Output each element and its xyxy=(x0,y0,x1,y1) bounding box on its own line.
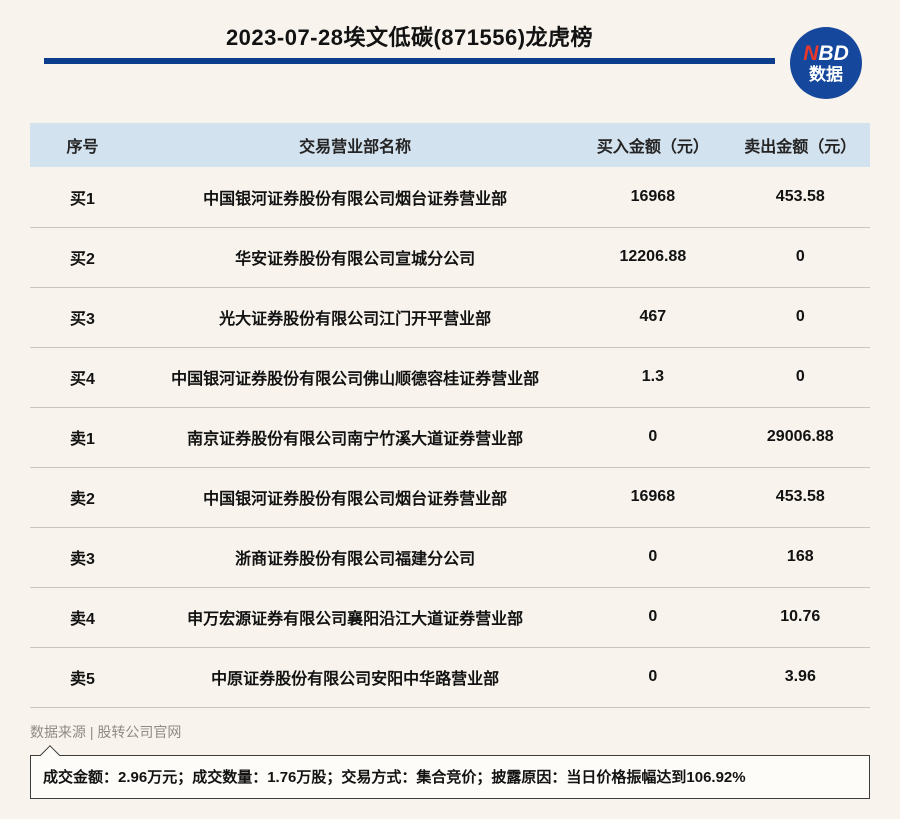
table-row: 买3 光大证券股份有限公司江门开平营业部 467 0 xyxy=(30,287,870,348)
table-row: 卖2 中国银河证券股份有限公司烟台证券营业部 16968 453.58 xyxy=(30,467,870,528)
table-row: 买2 华安证券股份有限公司宣城分公司 12206.88 0 xyxy=(30,227,870,288)
seq-cell: 买4 xyxy=(30,347,135,408)
data-source-label: 数据来源 | 股转公司官网 xyxy=(30,723,182,740)
buy-amount-cell: 12206.88 xyxy=(575,227,731,288)
sell-amount-cell: 0 xyxy=(730,347,870,408)
seq-cell: 卖3 xyxy=(30,527,135,588)
broker-name-cell: 中国银河证券股份有限公司烟台证券营业部 xyxy=(135,467,576,528)
logo-text-data: 数据 xyxy=(809,65,843,84)
buy-amount-cell: 1.3 xyxy=(575,347,731,408)
logo-letter-n: N xyxy=(803,42,819,65)
table-row: 买4 中国银河证券股份有限公司佛山顺德容桂证券营业部 1.3 0 xyxy=(30,347,870,408)
seq-cell: 买3 xyxy=(30,287,135,348)
buy-amount-cell: 16968 xyxy=(575,167,731,228)
broker-name-cell: 华安证券股份有限公司宣城分公司 xyxy=(135,227,576,288)
broker-name-cell: 申万宏源证券有限公司襄阳沿江大道证券营业部 xyxy=(135,587,576,648)
note-pointer xyxy=(40,744,60,765)
sell-amount-cell: 0 xyxy=(730,227,870,288)
logo-text-nbd: NBD xyxy=(803,42,849,65)
table-row: 买1 中国银河证券股份有限公司烟台证券营业部 16968 453.58 xyxy=(30,167,870,228)
seq-cell: 卖1 xyxy=(30,407,135,468)
broker-name-cell: 中国银河证券股份有限公司佛山顺德容桂证券营业部 xyxy=(135,347,576,408)
page-title: 2023-07-28埃文低碳(871556)龙虎榜 xyxy=(225,25,594,50)
seq-cell: 卖5 xyxy=(30,647,135,708)
buy-amount-cell: 0 xyxy=(575,407,731,468)
broker-name-cell: 光大证券股份有限公司江门开平营业部 xyxy=(135,287,576,348)
buy-amount-cell: 0 xyxy=(575,647,731,708)
trade-table: 序号 交易营业部名称 买入金额（元） 卖出金额（元） 买1 中国银河证券股份有限… xyxy=(30,123,870,708)
broker-name-cell: 浙商证券股份有限公司福建分公司 xyxy=(135,527,576,588)
header: 2023-07-28埃文低碳(871556)龙虎榜 xyxy=(0,0,900,64)
logo-letters-bd: BD xyxy=(818,42,849,65)
broker-name-cell: 中国银河证券股份有限公司烟台证券营业部 xyxy=(135,167,576,228)
column-header-seq: 序号 xyxy=(30,123,135,167)
table-row: 卖5 中原证券股份有限公司安阳中华路营业部 0 3.96 xyxy=(30,647,870,708)
column-header-sell: 卖出金额（元） xyxy=(730,123,870,167)
sell-amount-cell: 168 xyxy=(730,527,870,588)
sell-amount-cell: 453.58 xyxy=(730,467,870,528)
seq-cell: 卖2 xyxy=(30,467,135,528)
broker-name-cell: 南京证券股份有限公司南宁竹溪大道证券营业部 xyxy=(135,407,576,468)
nbd-logo: NBD 数据 xyxy=(790,27,862,99)
column-header-broker: 交易营业部名称 xyxy=(135,123,576,167)
table-row: 卖3 浙商证券股份有限公司福建分公司 0 168 xyxy=(30,527,870,588)
disclosure-note-text: 成交金额：2.96万元；成交数量：1.76万股；交易方式：集合竞价；披露原因：当… xyxy=(43,769,746,786)
seq-cell: 买1 xyxy=(30,167,135,228)
buy-amount-cell: 16968 xyxy=(575,467,731,528)
table-row: 卖4 申万宏源证券有限公司襄阳沿江大道证券营业部 0 10.76 xyxy=(30,587,870,648)
buy-amount-cell: 0 xyxy=(575,587,731,648)
disclosure-note-box: 成交金额：2.96万元；成交数量：1.76万股；交易方式：集合竞价；披露原因：当… xyxy=(30,744,870,799)
table-row: 卖1 南京证券股份有限公司南宁竹溪大道证券营业部 0 29006.88 xyxy=(30,407,870,468)
column-header-buy: 买入金额（元） xyxy=(575,123,731,167)
sell-amount-cell: 10.76 xyxy=(730,587,870,648)
buy-amount-cell: 0 xyxy=(575,527,731,588)
sell-amount-cell: 453.58 xyxy=(730,167,870,228)
title-underline xyxy=(44,58,775,64)
sell-amount-cell: 0 xyxy=(730,287,870,348)
seq-cell: 买2 xyxy=(30,227,135,288)
sell-amount-cell: 29006.88 xyxy=(730,407,870,468)
table-header-row: 序号 交易营业部名称 买入金额（元） 卖出金额（元） xyxy=(30,123,870,167)
seq-cell: 卖4 xyxy=(30,587,135,648)
sell-amount-cell: 3.96 xyxy=(730,647,870,708)
buy-amount-cell: 467 xyxy=(575,287,731,348)
broker-name-cell: 中原证券股份有限公司安阳中华路营业部 xyxy=(135,647,576,708)
